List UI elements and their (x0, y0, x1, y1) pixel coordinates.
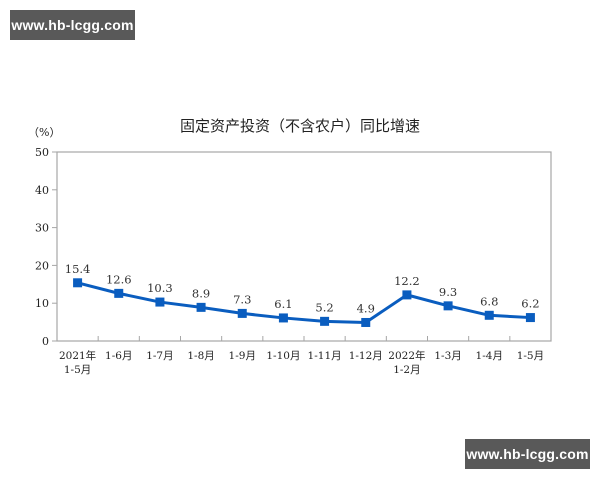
x-tick-label: 1-11月 (308, 350, 342, 362)
data-point-marker (155, 297, 165, 307)
data-label: 9.3 (439, 285, 457, 299)
x-tick-label: 1-8月 (187, 350, 214, 362)
data-point-marker (237, 308, 247, 318)
data-label: 12.6 (106, 272, 132, 286)
data-label: 5.2 (315, 300, 333, 314)
x-tick-label: 1-5月 (64, 364, 91, 376)
data-label: 4.9 (357, 301, 375, 315)
y-axis-unit-label: （%） (28, 126, 60, 139)
data-point-marker (320, 316, 330, 326)
data-point-marker (278, 313, 288, 323)
x-tick-label: 1-10月 (266, 350, 300, 362)
x-tick-label: 1-2月 (393, 364, 420, 376)
chart-title: 固定资产投资（不含农户）同比增速 (179, 117, 420, 135)
data-label: 15.4 (65, 262, 91, 276)
data-series: 15.4 12.6 10.3 8.9 7.3 6.1 5.2 4.9 12.2 9.3 6.8 6.2 (65, 262, 540, 327)
data-point-marker (361, 317, 371, 327)
x-tick-label: 1-9月 (229, 350, 256, 362)
y-axis: 0 10 20 30 40 50 (35, 146, 57, 348)
series-line (77, 281, 531, 324)
y-tick-label: 30 (35, 222, 49, 235)
y-tick-label: 50 (35, 146, 49, 159)
x-axis: 2021年 1-5月 1-6月 1-7月 1-8月 1-9月 1-10月 1-11月 1-12月… (59, 336, 544, 376)
data-point-marker (443, 301, 453, 311)
data-label: 8.9 (192, 286, 210, 300)
data-point-marker (525, 313, 535, 323)
x-tick-label: 1-3月 (434, 350, 461, 362)
y-tick-label: 20 (35, 259, 49, 272)
y-tick-label: 40 (35, 184, 49, 197)
data-point-marker (196, 302, 206, 312)
y-tick-label: 10 (35, 297, 49, 310)
data-label: 6.1 (274, 297, 292, 311)
data-label: 6.2 (521, 297, 539, 311)
data-point-marker (73, 278, 83, 288)
data-label: 7.3 (233, 292, 251, 306)
x-tick-label: 1-5月 (517, 350, 544, 362)
watermark-top: www.hb-lcgg.com (10, 10, 135, 40)
data-point-marker (402, 290, 412, 300)
data-point-marker (484, 310, 494, 320)
x-tick-label: 2021年 (59, 349, 96, 362)
watermark-bottom: www.hb-lcgg.com (465, 439, 590, 469)
x-tick-label: 1-6月 (105, 350, 132, 362)
y-tick-label: 0 (42, 335, 49, 348)
data-label: 12.2 (394, 274, 420, 288)
x-tick-label: 1-7月 (146, 350, 173, 362)
x-tick-label: 1-4月 (476, 350, 503, 362)
data-label: 6.8 (480, 294, 498, 308)
data-label: 10.3 (147, 281, 173, 295)
x-tick-label: 1-12月 (349, 350, 383, 362)
x-tick-label: 2022年 (388, 349, 425, 362)
data-point-marker (114, 288, 124, 298)
